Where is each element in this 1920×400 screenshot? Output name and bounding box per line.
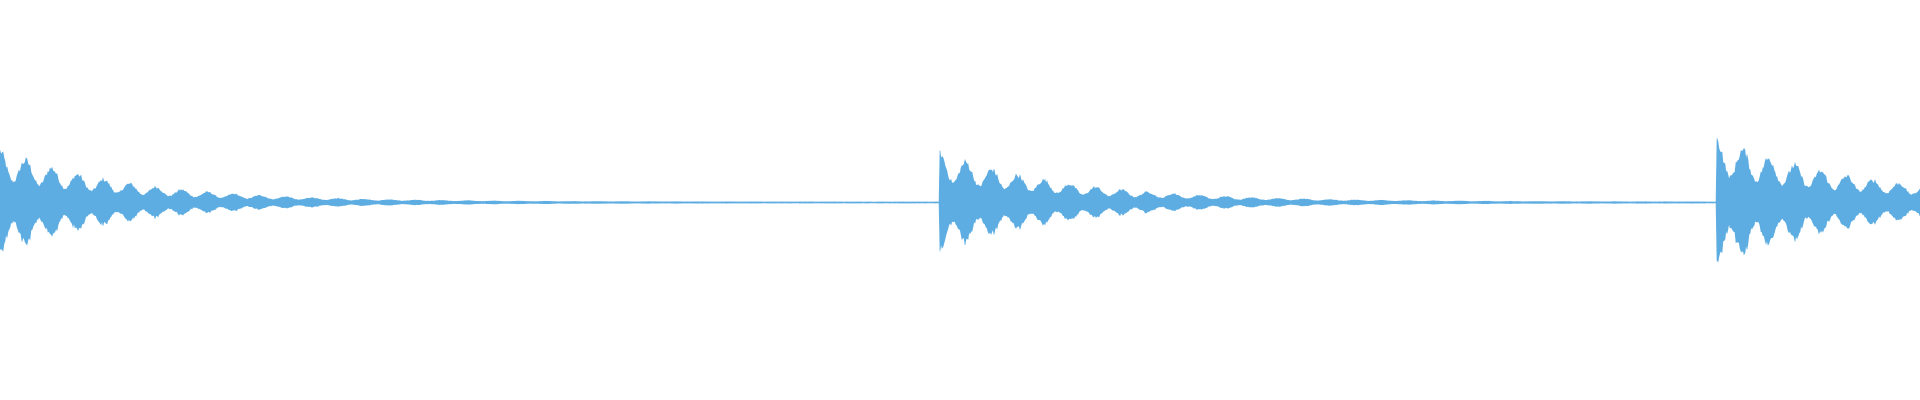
waveform <box>0 138 1920 263</box>
